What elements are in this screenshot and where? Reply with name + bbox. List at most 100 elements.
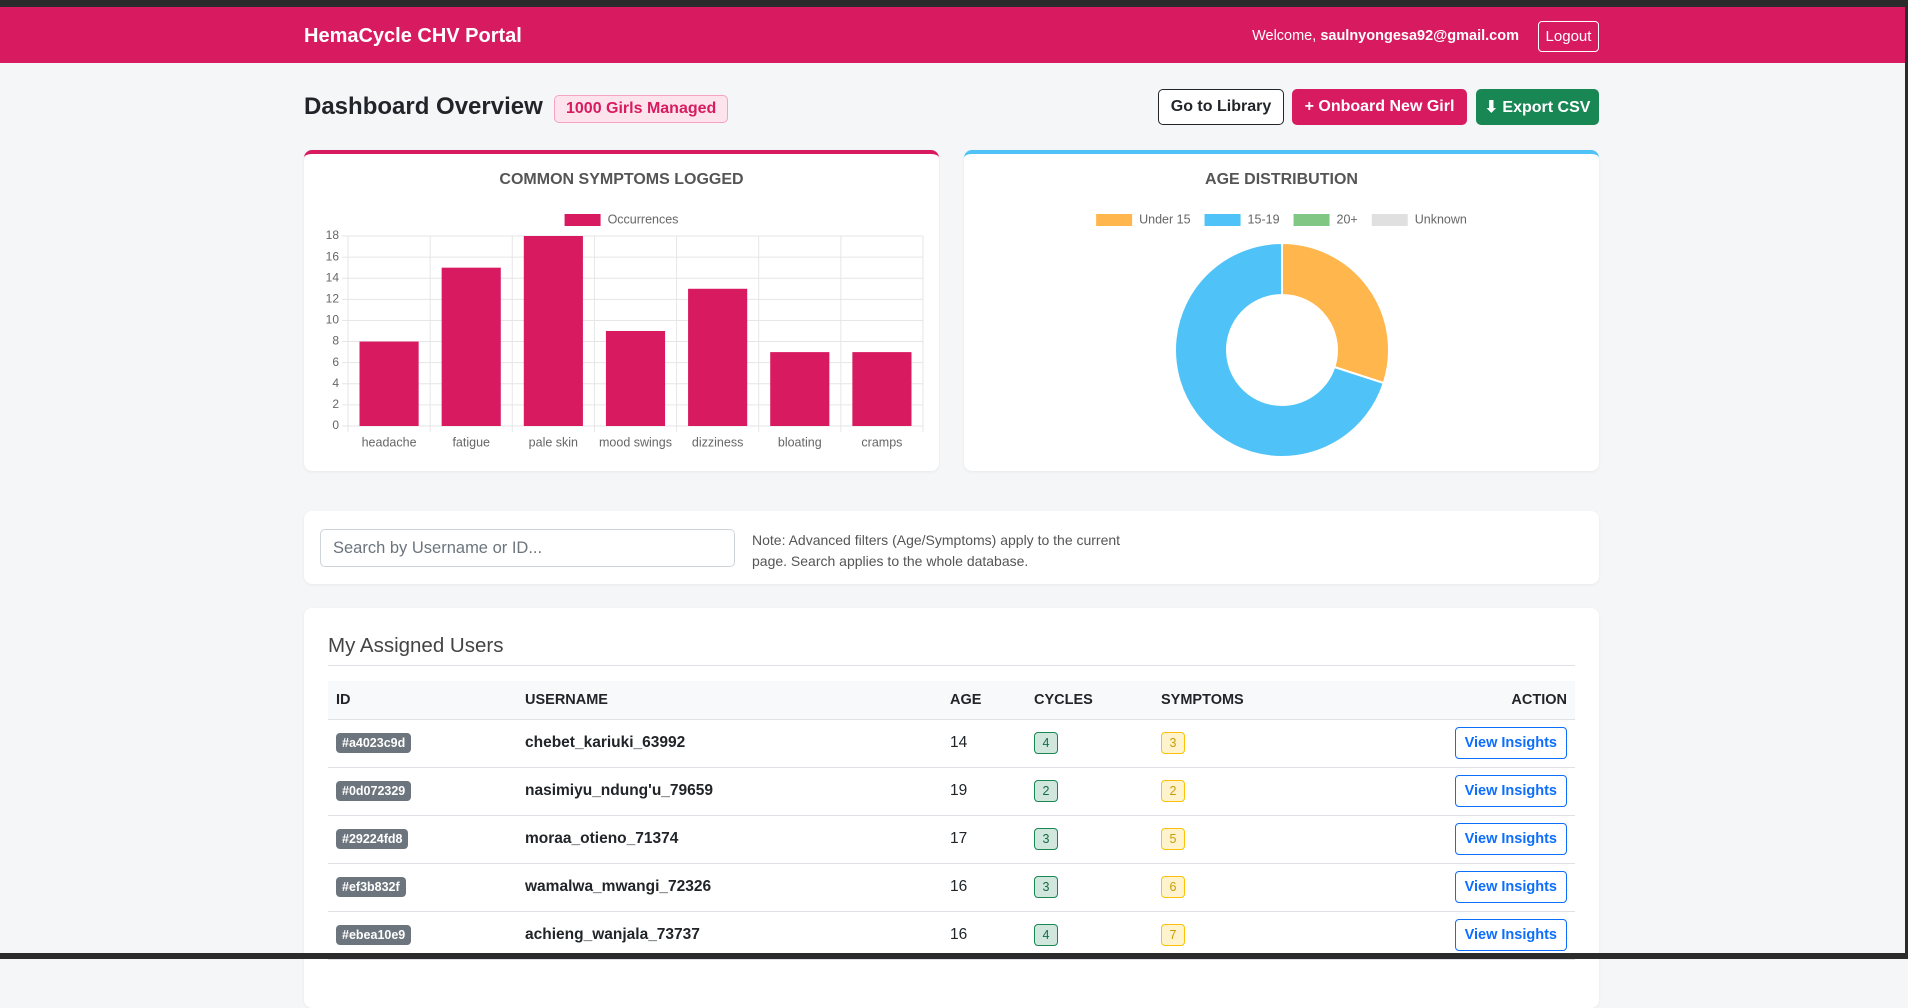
logout-button[interactable]: Logout — [1538, 21, 1599, 52]
table-cell: 3 — [1153, 719, 1353, 768]
user-id: #ebea10e9 — [336, 925, 412, 945]
legend-swatch — [1096, 214, 1133, 226]
search-input[interactable]: Search by Username or ID... — [320, 529, 735, 567]
window-frame — [1905, 0, 1908, 959]
username: achieng_wanjala_73737 — [525, 926, 700, 943]
table-cell: View Insights — [1353, 767, 1575, 816]
table-cell: 2 — [1153, 767, 1353, 816]
y-tick-label: 0 — [332, 418, 339, 432]
search-card — [304, 511, 1599, 584]
table-cell: #a4023c9d — [328, 719, 517, 768]
table-row: #0d072329 nasimiyu_ndung'u_79659 19 2 2 View … — [328, 767, 1575, 816]
legend-swatch — [1293, 214, 1330, 226]
table-cell: chebet_kariuki_63992 — [517, 719, 942, 768]
doughnut-slice — [1174, 241, 1386, 458]
header-row: ID USERNAME AGE CYCLES SYMPTOMS ACTION — [328, 681, 1575, 720]
symptoms: 3 — [1161, 732, 1185, 754]
table-cell: 19 — [942, 767, 1026, 816]
table-cell: nasimiyu_ndung'u_79659 — [517, 767, 942, 816]
divider — [328, 665, 1575, 666]
view-insights-button[interactable]: View Insights — [1454, 823, 1567, 855]
user-id: #a4023c9d — [336, 733, 412, 753]
table-cell: moraa_otieno_71374 — [517, 815, 942, 864]
y-tick-label: 10 — [326, 313, 340, 327]
username: wamalwa_mwangi_72326 — [525, 878, 712, 895]
column-header: AGE — [942, 681, 1026, 720]
users-table: ID USERNAME AGE CYCLES SYMPTOMS ACTION #a4023… — [328, 681, 1575, 960]
legend-swatch — [564, 214, 601, 226]
view-insights-button[interactable]: View Insights — [1454, 871, 1567, 903]
user-id: #ef3b832f — [336, 877, 406, 897]
y-tick-label: 12 — [326, 292, 340, 306]
legend-label: Under 15 — [1139, 212, 1190, 226]
column-header: SYMPTOMS — [1153, 681, 1353, 720]
table-cell: 2 — [1026, 767, 1153, 816]
navbar: HemaCycle CHV Portal Welcome, saulnyonge… — [0, 7, 1905, 63]
page: HemaCycle CHV Portal Welcome, saulnyonge… — [0, 0, 1908, 960]
user-id: #0d072329 — [336, 781, 412, 801]
legend-label: 20+ — [1337, 212, 1358, 226]
table-cell: 3 — [1026, 815, 1153, 864]
table-cell: wamalwa_mwangi_72326 — [517, 863, 942, 912]
y-tick-label: 18 — [326, 228, 340, 242]
export-button[interactable]: ⬇ Export CSV — [1476, 89, 1599, 125]
legend-swatch — [1204, 214, 1241, 226]
table-cell: 3 — [1026, 863, 1153, 912]
table-cell: 4 — [1026, 911, 1153, 960]
bar — [605, 331, 666, 426]
cycles: 4 — [1034, 732, 1058, 754]
table-cell: 5 — [1153, 815, 1353, 864]
bar — [441, 267, 501, 426]
table-row: #a4023c9d chebet_kariuki_63992 14 4 3 View In… — [328, 719, 1575, 768]
table-cell: View Insights — [1353, 911, 1575, 960]
table-cell: 16 — [942, 863, 1026, 912]
user-id: #29224fd8 — [336, 829, 409, 849]
table-row: #ebea10e9 achieng_wanjala_73737 16 4 7 View I… — [328, 911, 1575, 960]
age: 14 — [950, 734, 968, 751]
y-tick-label: 16 — [326, 249, 340, 263]
symptoms: 5 — [1161, 828, 1185, 850]
doughnut-slice — [1281, 241, 1390, 385]
legend-label: Occurrences — [608, 212, 679, 226]
view-insights-button[interactable]: View Insights — [1454, 919, 1567, 951]
bar — [688, 288, 748, 426]
x-tick-label: cramps — [861, 435, 902, 449]
bar — [523, 236, 583, 426]
table-cell: 7 — [1153, 911, 1353, 960]
table-cell: 17 — [942, 815, 1026, 864]
column-header: ID — [328, 681, 517, 720]
table-cell: #ebea10e9 — [328, 911, 517, 960]
username: nasimiyu_ndung'u_79659 — [525, 782, 714, 799]
legend-swatch — [1371, 214, 1408, 226]
table-cell: 14 — [942, 719, 1026, 768]
bar-chart: COMMON SYMPTOMS LOGGED Occurrences 0 2 4 6 8 10… — [326, 171, 924, 449]
bar — [359, 341, 419, 426]
y-tick-label: 14 — [326, 270, 340, 284]
brand[interactable]: HemaCycle CHV Portal — [304, 25, 522, 47]
cycles: 2 — [1034, 780, 1058, 802]
library-button[interactable]: Go to Library — [1158, 89, 1284, 125]
table-cell: #29224fd8 — [328, 815, 517, 864]
table-cell: 6 — [1153, 863, 1353, 912]
y-tick-label: 2 — [332, 397, 339, 411]
legend-label: 15-19 — [1248, 212, 1280, 226]
window-frame — [0, 953, 1908, 959]
table-cell: 16 — [942, 911, 1026, 960]
table-title: My Assigned Users — [328, 634, 504, 657]
table-row: #ef3b832f wamalwa_mwangi_72326 16 3 6 View In… — [328, 863, 1575, 912]
age: 19 — [950, 782, 968, 799]
onboard-button[interactable]: + Onboard New Girl — [1292, 89, 1467, 125]
chart-title: COMMON SYMPTOMS LOGGED — [499, 171, 743, 188]
view-insights-button[interactable]: View Insights — [1454, 727, 1567, 759]
view-insights-button[interactable]: View Insights — [1454, 775, 1567, 807]
bar — [852, 352, 912, 426]
page-title: Dashboard Overview — [304, 93, 543, 120]
symptoms-card: COMMON SYMPTOMS LOGGED Occurrences 0 2 4 6 8 10… — [304, 150, 939, 471]
table-cell: #0d072329 — [328, 767, 517, 816]
table-cell: View Insights — [1353, 815, 1575, 864]
symptoms: 7 — [1161, 924, 1185, 946]
x-tick-label: bloating — [778, 435, 822, 449]
cycles: 3 — [1034, 876, 1058, 898]
x-tick-label: mood swings — [599, 435, 672, 449]
chart-title: AGE DISTRIBUTION — [1205, 171, 1358, 188]
